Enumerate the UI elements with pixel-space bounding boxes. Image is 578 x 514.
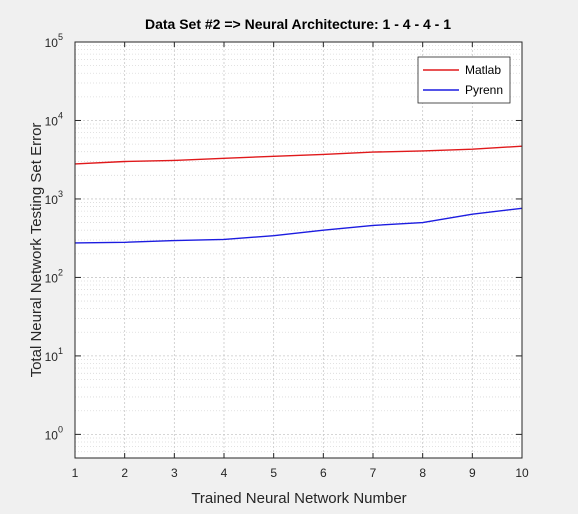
y-tick-label: 102 bbox=[45, 267, 63, 285]
y-tick-label: 100 bbox=[45, 424, 63, 442]
x-axis-label: Trained Neural Network Number bbox=[191, 490, 406, 507]
legend-label-pyrenn: Pyrenn bbox=[465, 83, 503, 97]
x-tick-label: 6 bbox=[320, 466, 327, 480]
legend-box bbox=[417, 56, 511, 104]
legend-label-matlab: Matlab bbox=[465, 63, 501, 77]
x-tick-label: 8 bbox=[419, 466, 426, 480]
x-tick-label: 9 bbox=[469, 466, 476, 480]
x-tick-label: 5 bbox=[270, 466, 277, 480]
series-lines bbox=[74, 145, 523, 244]
x-tick-label: 10 bbox=[515, 466, 529, 480]
y-axis-label: Total Neural Network Testing Set Error bbox=[28, 123, 45, 378]
y-tick-label: 101 bbox=[45, 346, 63, 364]
x-tick-label: 1 bbox=[72, 466, 79, 480]
x-tick-label: 4 bbox=[221, 466, 228, 480]
series-line-pyrenn bbox=[74, 207, 523, 244]
x-tick-label: 2 bbox=[121, 466, 128, 480]
x-tick-label: 7 bbox=[370, 466, 377, 480]
y-tick-label: 105 bbox=[45, 32, 63, 50]
x-tick-label: 3 bbox=[171, 466, 178, 480]
y-tick-label: 104 bbox=[45, 110, 63, 128]
legend: Matlab Pyrenn bbox=[417, 56, 511, 104]
plot-frame bbox=[74, 41, 523, 459]
series-line-matlab bbox=[74, 145, 523, 165]
chart-title: Data Set #2 => Neural Architecture: 1 - … bbox=[145, 16, 451, 32]
y-tick-label: 103 bbox=[45, 189, 63, 207]
plot-area bbox=[75, 42, 522, 458]
